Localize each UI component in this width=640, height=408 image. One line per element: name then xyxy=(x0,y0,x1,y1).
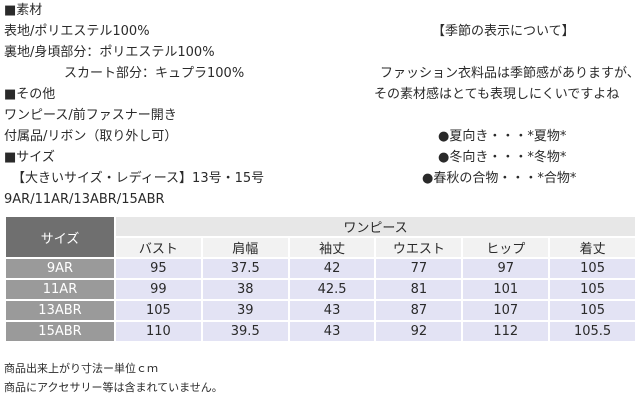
col-bust: バスト xyxy=(116,238,201,257)
table-cell: 107 xyxy=(463,301,549,320)
col-sleeve: 袖丈 xyxy=(289,238,375,257)
table-cell: 43 xyxy=(289,322,375,341)
season-spring: ●春秋の合物・・・*合物* xyxy=(422,171,577,186)
accessory-info: 付属品/リボン（取り外し可） xyxy=(4,129,178,144)
table-cell: 39.5 xyxy=(202,322,288,341)
table-cell: 37.5 xyxy=(202,259,288,278)
accessory-note: 商品にアクセサリー等は含まれていません。 xyxy=(4,381,223,394)
row-size-label: 13ABR xyxy=(6,301,114,320)
season-heading: 【季節の表示について】 xyxy=(432,24,575,39)
table-cell: 81 xyxy=(376,280,462,299)
material-heading: ■素材 xyxy=(4,3,43,18)
table-cell: 97 xyxy=(463,259,549,278)
dress-group-header: ワンピース xyxy=(116,217,635,236)
col-length: 着丈 xyxy=(550,238,635,257)
size-codes: 9AR/11AR/13ABR/15ABR xyxy=(4,192,165,207)
table-cell: 43 xyxy=(289,301,375,320)
table-cell: 105 xyxy=(550,301,635,320)
table-cell: 105.5 xyxy=(550,322,635,341)
other-heading: ■その他 xyxy=(4,87,56,102)
col-hip: ヒップ xyxy=(463,238,549,257)
table-cell: 99 xyxy=(116,280,201,299)
table-cell: 95 xyxy=(116,259,201,278)
row-size-label: 15ABR xyxy=(6,322,114,341)
season-desc-1: ファッション衣料品は季節感がありますが、 xyxy=(380,66,640,81)
table-cell: 92 xyxy=(376,322,462,341)
row-size-label: 11AR xyxy=(6,280,114,299)
season-winter: ●冬向き・・・*冬物* xyxy=(438,150,567,165)
table-cell: 39 xyxy=(202,301,288,320)
table-cell: 105 xyxy=(116,301,201,320)
table-row: 9AR 95 37.5 42 77 97 105 xyxy=(6,259,635,278)
table-cell: 38 xyxy=(202,280,288,299)
table-cell: 112 xyxy=(463,322,549,341)
table-row: 15ABR 110 39.5 43 92 112 105.5 xyxy=(6,322,635,341)
table-cell: 42.5 xyxy=(289,280,375,299)
outer-fabric: 表地/ポリエステル100% xyxy=(4,24,150,39)
table-row: 11AR 99 38 42.5 81 101 105 xyxy=(6,280,635,299)
lining-fabric: 裏地/身頃部分：ポリエステル100% xyxy=(4,45,215,60)
size-table: サイズ ワンピース バスト 肩幅 袖丈 ウエスト ヒップ 着丈 9AR 95 3… xyxy=(4,215,637,343)
table-cell: 110 xyxy=(116,322,201,341)
table-cell: 101 xyxy=(463,280,549,299)
season-summer: ●夏向き・・・*夏物* xyxy=(438,129,567,144)
season-desc-2: その素材感はとても表現しにくいですよね xyxy=(374,87,620,102)
skirt-fabric: スカート部分：キュプラ100% xyxy=(64,66,245,81)
col-waist: ウエスト xyxy=(376,238,462,257)
table-cell: 77 xyxy=(376,259,462,278)
table-cell: 87 xyxy=(376,301,462,320)
table-cell: 42 xyxy=(289,259,375,278)
table-row: 13ABR 105 39 43 87 107 105 xyxy=(6,301,635,320)
size-range: 【大きいサイズ・レディース】13号・15号 xyxy=(12,171,265,186)
measurement-note: 商品出来上がり寸法ー単位ｃｍ xyxy=(4,362,158,375)
col-shoulder: 肩幅 xyxy=(202,238,288,257)
row-size-label: 9AR xyxy=(6,259,114,278)
style-info: ワンピース/前ファスナー開き xyxy=(4,108,177,123)
size-column-header: サイズ xyxy=(6,217,114,257)
table-cell: 105 xyxy=(550,259,635,278)
table-cell: 105 xyxy=(550,280,635,299)
size-heading: ■サイズ xyxy=(4,150,55,165)
